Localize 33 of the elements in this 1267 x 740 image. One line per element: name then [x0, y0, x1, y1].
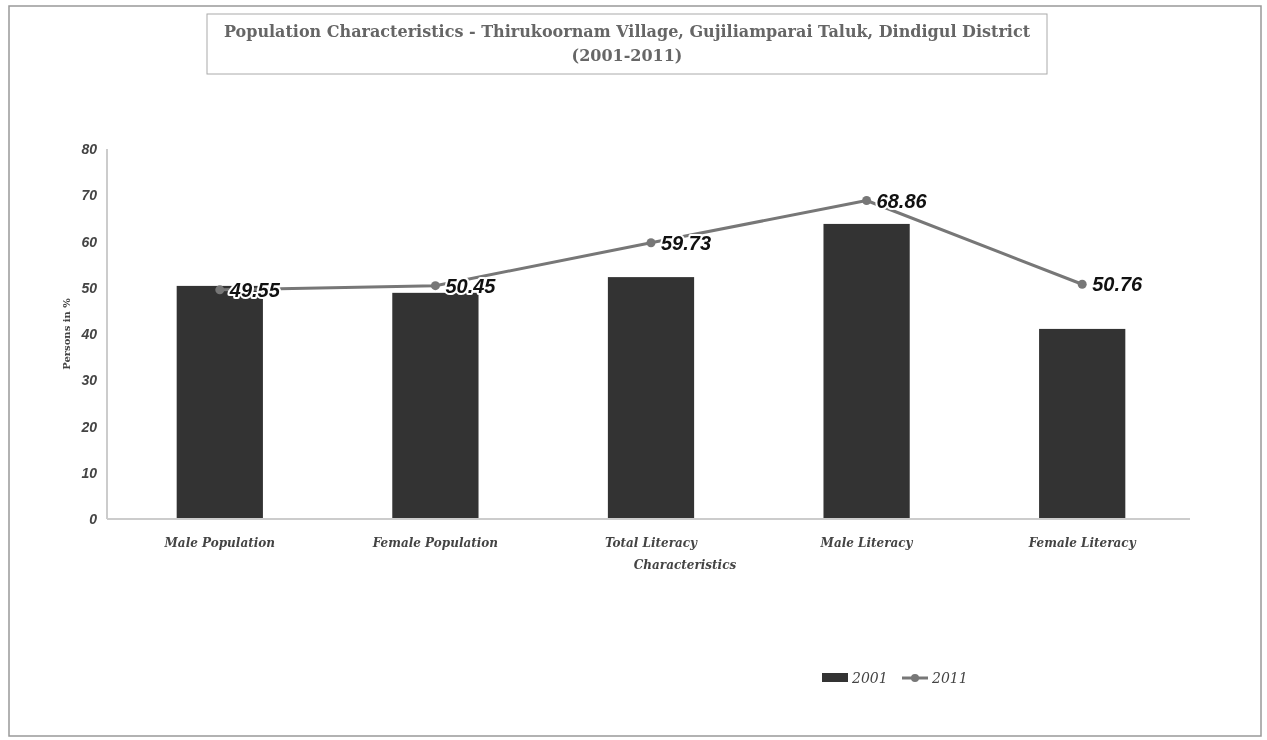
y-tick-label: 40 — [80, 326, 98, 342]
y-tick-label: 50 — [81, 279, 98, 296]
x-tick-label: Female Literacy — [1027, 536, 1137, 550]
legend-label: 2001 — [851, 670, 888, 686]
y-tick-label: 20 — [80, 418, 98, 435]
y-tick-label: 10 — [81, 464, 98, 481]
bar — [607, 277, 695, 519]
point — [1077, 279, 1087, 289]
point — [862, 196, 872, 206]
x-axis-title: Characteristics — [633, 558, 737, 572]
y-tick-label: 30 — [81, 372, 98, 389]
point — [430, 281, 440, 291]
y-axis-title: Persons in % — [61, 297, 72, 370]
data-label: 50.45 — [445, 274, 497, 297]
data-label: 50.76 — [1092, 273, 1144, 296]
x-tick-label: Male Literacy — [819, 536, 914, 550]
y-tick-label: 0 — [89, 511, 98, 527]
bar — [392, 292, 479, 519]
data-label: 59.73 — [661, 231, 712, 254]
data-label: 68.86 — [876, 189, 928, 212]
chart-title: Population Characteristics - Thirukoornam Village, Gujiliamparai Taluk, Dindigul District (2001-2011) — [222, 21, 1032, 67]
bar — [823, 223, 910, 519]
legend-label: 2011 — [931, 670, 968, 686]
data-label: 49.55 — [228, 278, 281, 301]
point — [646, 238, 656, 248]
x-tick-label: Total Literacy — [604, 536, 699, 550]
y-tick-label: 70 — [81, 187, 98, 204]
y-tick-label: 80 — [81, 141, 98, 157]
x-tick-label: Male Population — [163, 536, 276, 550]
y-tick-label: 60 — [81, 233, 98, 250]
bar — [1039, 328, 1126, 519]
point — [215, 285, 225, 295]
x-tick-label: Female Population — [371, 536, 499, 550]
